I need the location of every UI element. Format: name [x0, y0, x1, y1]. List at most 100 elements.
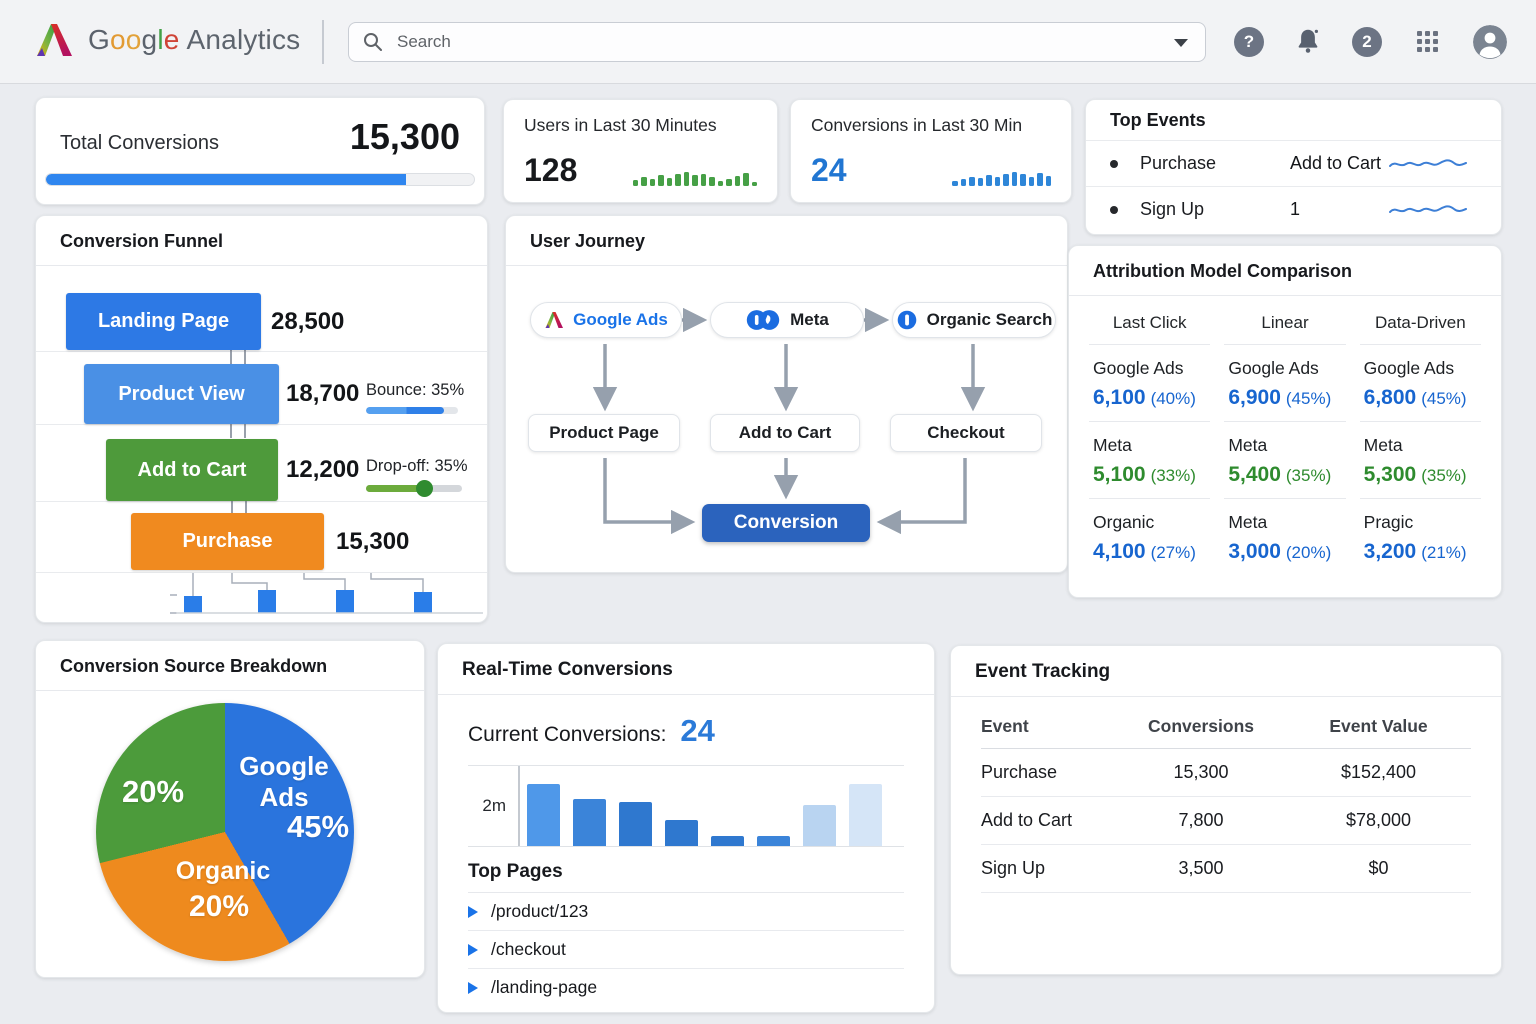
journey-node-label: Product Page: [549, 423, 659, 442]
journey-node-label: Meta: [790, 310, 829, 329]
realtime-bars: [520, 766, 904, 846]
attribution-cell: Pragic 3,200 (21%): [1359, 498, 1481, 575]
total-conversions-card: Total Conversions 15,300: [35, 97, 485, 205]
funnel-bar-product-view: Product View: [84, 364, 279, 424]
connector: [245, 487, 247, 515]
event-tracking-table: Event Conversions Event Value Purchase 1…: [951, 697, 1501, 899]
journey-node-conversion: Conversion: [702, 504, 870, 542]
event-label: Sign Up: [1140, 199, 1205, 219]
brand-logo[interactable]: Google Analytics: [34, 20, 300, 60]
table-row: Sign Up 3,500 $0: [981, 845, 1471, 893]
attribution-cell: Meta 5,300 (35%): [1359, 421, 1481, 498]
help-icon[interactable]: ?: [1234, 27, 1264, 57]
journey-node-label: Checkout: [927, 423, 1005, 442]
bounce-progress-bar: [366, 407, 458, 414]
funnel-step-value: 12,200: [286, 456, 360, 483]
google-ads-icon: [545, 312, 564, 328]
top-page-item[interactable]: /checkout: [468, 931, 904, 969]
realtime-bar-chart: 2m: [468, 765, 904, 847]
current-conversions-label: Current Conversions:: [468, 723, 667, 746]
funnel-bar-add-to-cart: Add to Cart: [106, 439, 278, 501]
bounce-metric-label: Bounce: 35%: [366, 381, 465, 399]
journey-node-checkout: Checkout: [890, 414, 1042, 452]
y-axis-label: 2m: [482, 796, 506, 815]
search-bar: [348, 22, 1206, 62]
journey-arrows: [592, 307, 986, 535]
divider: [36, 351, 487, 352]
slider-knob[interactable]: [416, 480, 433, 497]
realtime-conversions-card: Real-Time Conversions Current Conversion…: [437, 643, 935, 1013]
search-dropdown-caret-icon[interactable]: [1174, 39, 1188, 47]
funnel-mini-chart: [170, 573, 483, 614]
journey-node-google-ads: Google Ads: [530, 302, 682, 338]
top-events-row: Purchase Add to Cart: [1086, 140, 1501, 186]
event-tracking-title: Event Tracking: [951, 646, 1501, 697]
apps-grid-icon[interactable]: [1417, 31, 1439, 53]
current-conversions-value: 24: [680, 713, 715, 748]
expand-triangle-icon: [468, 981, 478, 994]
top-page-item[interactable]: /landing-page: [468, 969, 904, 1006]
notification-count-badge[interactable]: 2: [1352, 27, 1382, 57]
pie-slice-label: Organic: [175, 857, 271, 885]
dropoff-slider[interactable]: [366, 480, 462, 497]
column-header: Event: [981, 716, 1029, 736]
users-30min-sparkline: [632, 146, 757, 186]
connector: [244, 337, 246, 365]
dropoff-metric-label: Drop-off: 35%: [366, 457, 468, 475]
top-pages-title: Top Pages: [468, 861, 904, 893]
funnel-step-label: Purchase: [182, 530, 273, 552]
event-conversions: 15,300: [1173, 762, 1229, 782]
attribution-column-header: Data-Driven: [1374, 313, 1466, 332]
attribution-cell: Meta 5,100 (33%): [1089, 421, 1211, 498]
funnel-step-label: Add to Cart: [137, 458, 247, 481]
table-header-row: Event Conversions Event Value: [981, 701, 1471, 749]
brand-product: Analytics: [186, 24, 301, 55]
top-events-card: Top Events Purchase Add to Cart Sign Up …: [1085, 99, 1502, 235]
pie-slice-pct: 20%: [121, 774, 185, 809]
topbar-divider: [322, 20, 324, 64]
column-header: Conversions: [1148, 716, 1254, 736]
trend-sparkline-icon: [1389, 204, 1467, 213]
total-conversions-value: 15,300: [349, 116, 460, 157]
attribution-cell: Meta 3,000 (20%): [1224, 498, 1346, 575]
notification-count: 2: [1362, 32, 1372, 51]
attribution-cell: Organic 4,100 (27%): [1089, 498, 1211, 575]
event-value: $152,400: [1340, 762, 1417, 782]
funnel-step-value: 28,500: [271, 308, 345, 335]
table-row: Add to Cart 7,800 $78,000: [981, 797, 1471, 845]
attribution-title: Attribution Model Comparison: [1069, 246, 1501, 296]
event-name: Sign Up: [981, 858, 1046, 878]
connector: [244, 410, 246, 438]
conversions-30min-sparkline: [952, 146, 1051, 186]
funnel-step-label: Landing Page: [97, 310, 230, 332]
journey-node-label: Add to Cart: [738, 423, 832, 442]
conversion-funnel-card: Conversion Funnel Landing Page 28,500 Pr…: [35, 215, 488, 623]
pie-slice-label: Google Ads: [239, 751, 329, 813]
users-30min-card: Users in Last 30 Minutes 128: [503, 99, 778, 203]
top-page-item[interactable]: /product/123: [468, 893, 904, 931]
total-conversions-title: Total Conversions: [60, 132, 219, 154]
meta-icon: [746, 310, 780, 330]
attribution-cell: Google Ads 6,100 (40%): [1089, 344, 1211, 421]
attribution-card: Attribution Model Comparison Last Click …: [1068, 245, 1502, 598]
analytics-logo-icon: [37, 24, 72, 56]
connector: [230, 410, 232, 438]
search-input[interactable]: [348, 22, 1206, 62]
trend-sparkline-icon: [1389, 158, 1467, 167]
expand-triangle-icon: [468, 905, 478, 918]
help-glyph: ?: [1243, 32, 1255, 51]
top-events-row: Sign Up 1: [1086, 186, 1501, 232]
user-avatar[interactable]: [1473, 25, 1507, 59]
event-tracking-card: Event Tracking Event Conversions Event V…: [950, 645, 1502, 975]
event-value: 1: [1290, 199, 1301, 219]
pie-slice-pct: 20%: [188, 890, 250, 923]
search-icon: [364, 33, 382, 51]
source-breakdown-pie-chart: [96, 703, 354, 961]
notifications-bell-icon[interactable]: [1293, 26, 1323, 61]
connector: [230, 337, 232, 365]
top-page-path: /product/123: [491, 901, 589, 921]
funnel-bar-purchase: Purchase: [131, 513, 324, 570]
users-30min-value: 128: [524, 152, 578, 188]
y-axis-line: [518, 766, 520, 846]
